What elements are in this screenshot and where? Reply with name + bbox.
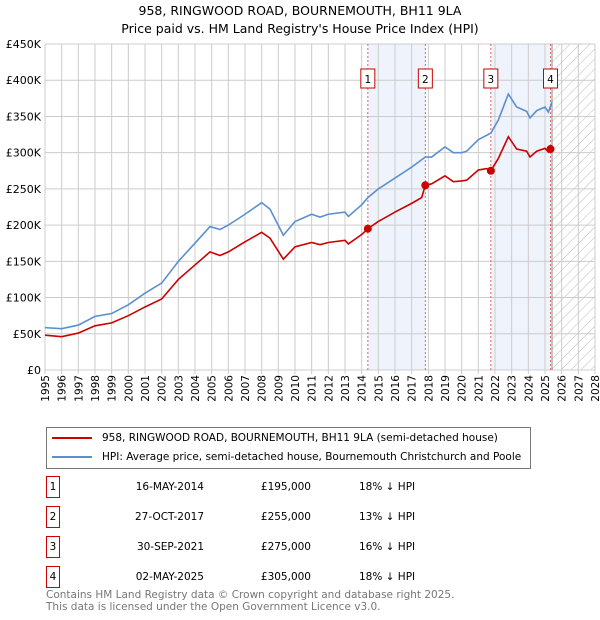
sale-hpi-diff: 16% ↓ HPI bbox=[359, 541, 416, 553]
sale-label-box: 4 bbox=[543, 68, 558, 89]
chart-subtitle: Price paid vs. HM Land Registry's House … bbox=[121, 21, 479, 36]
sale-label-border bbox=[543, 68, 558, 89]
hpi-line bbox=[44, 92, 553, 330]
x-tick-label: 2000 bbox=[123, 375, 135, 402]
sale-label-box: 1 bbox=[360, 68, 376, 89]
shaded-period bbox=[490, 44, 551, 370]
y-tick-label: £0 bbox=[27, 364, 41, 377]
property-price-line bbox=[44, 135, 552, 338]
x-tick-label: 2009 bbox=[273, 375, 285, 402]
x-tick-label: 2015 bbox=[373, 375, 385, 402]
x-tick-label: 1995 bbox=[40, 375, 52, 402]
chart-title: 958, RINGWOOD ROAD, BOURNEMOUTH, BH11 9L… bbox=[138, 3, 462, 18]
sale-label-number: 3 bbox=[487, 74, 494, 86]
x-tick-label: 2025 bbox=[540, 375, 552, 402]
x-tick-label: 2006 bbox=[223, 375, 235, 402]
legend: 958, RINGWOOD ROAD, BOURNEMOUTH, BH11 9L… bbox=[46, 427, 531, 469]
sale-hpi-diff: 13% ↓ HPI bbox=[359, 511, 416, 523]
y-tick-label: £250K bbox=[6, 183, 42, 196]
sale-point bbox=[421, 181, 430, 190]
forecast-hatch bbox=[552, 44, 595, 370]
sale-price: £275,000 bbox=[260, 541, 311, 553]
sale-price: £255,000 bbox=[260, 511, 311, 523]
sale-label-number: 2 bbox=[422, 74, 429, 86]
sale-row: 3 30-SEP-2021 £275,000 16% ↓ HPI bbox=[46, 536, 446, 558]
x-tick-label: 2023 bbox=[507, 375, 519, 402]
x-tick-label: 2018 bbox=[423, 375, 435, 402]
x-tick-label: 1996 bbox=[57, 375, 69, 402]
red-line-swatch bbox=[52, 437, 92, 439]
x-tick-label: 2019 bbox=[440, 375, 452, 402]
x-tick-label: 2005 bbox=[207, 375, 219, 402]
x-tick-label: 2020 bbox=[457, 375, 469, 402]
sale-point bbox=[546, 145, 555, 154]
x-tick-label: 2004 bbox=[190, 375, 202, 402]
sale-number: 3 bbox=[46, 536, 60, 558]
x-tick-label: 2012 bbox=[323, 375, 335, 402]
sale-label-number: 4 bbox=[547, 74, 554, 86]
sale-label-box: 3 bbox=[483, 68, 499, 89]
sale-price: £195,000 bbox=[260, 481, 311, 493]
sale-number: 1 bbox=[46, 476, 60, 498]
x-tick-label: 2001 bbox=[140, 375, 152, 402]
x-tick-label: 2011 bbox=[307, 375, 319, 402]
sale-label-border bbox=[483, 68, 499, 89]
y-tick-label: £400K bbox=[6, 74, 42, 87]
y-tick-label: £150K bbox=[6, 255, 42, 268]
x-tick-label: 2022 bbox=[490, 375, 502, 402]
y-tick-label: £350K bbox=[6, 110, 42, 123]
x-tick-label: 2028 bbox=[590, 375, 600, 402]
x-tick-label: 2027 bbox=[573, 375, 585, 402]
x-tick-label: 2010 bbox=[290, 375, 302, 402]
footer-copyright: Contains HM Land Registry data © Crown c… bbox=[46, 589, 455, 601]
x-tick-label: 2003 bbox=[173, 375, 185, 402]
blue-line-swatch bbox=[52, 456, 92, 458]
sale-point bbox=[363, 224, 372, 233]
sale-hpi-diff: 18% ↓ HPI bbox=[359, 571, 416, 583]
footer-licence: This data is licensed under the Open Gov… bbox=[46, 601, 381, 613]
y-tick-label: £300K bbox=[6, 147, 42, 160]
y-tick-label: £100K bbox=[6, 292, 42, 305]
sale-label-border bbox=[417, 68, 433, 89]
legend-item-hpi: HPI: Average price, semi-detached house,… bbox=[52, 451, 521, 463]
legend-item-property: 958, RINGWOOD ROAD, BOURNEMOUTH, BH11 9L… bbox=[52, 432, 498, 444]
x-tick-label: 2013 bbox=[340, 375, 352, 402]
sale-date: 30-SEP-2021 bbox=[136, 541, 204, 553]
x-tick-label: 2014 bbox=[357, 375, 369, 402]
sale-row: 1 16-MAY-2014 £195,000 18% ↓ HPI bbox=[46, 476, 446, 498]
legend-label: 958, RINGWOOD ROAD, BOURNEMOUTH, BH11 9L… bbox=[102, 432, 498, 444]
sale-label-box: 2 bbox=[417, 68, 433, 89]
x-tick-label: 2016 bbox=[390, 375, 402, 402]
sale-date: 16-MAY-2014 bbox=[135, 481, 204, 493]
x-tick-label: 1998 bbox=[90, 375, 102, 402]
y-tick-label: £200K bbox=[6, 219, 42, 232]
sale-date: 27-OCT-2017 bbox=[135, 511, 204, 523]
x-tick-label: 2024 bbox=[523, 375, 535, 402]
x-tick-label: 2017 bbox=[407, 375, 419, 402]
y-tick-label: £50K bbox=[13, 328, 42, 341]
x-tick-label: 2021 bbox=[473, 375, 485, 402]
x-tick-label: 2007 bbox=[240, 375, 252, 402]
sale-hpi-diff: 18% ↓ HPI bbox=[359, 481, 416, 493]
x-tick-label: 2002 bbox=[157, 375, 169, 402]
sale-label-border bbox=[360, 68, 376, 89]
sale-number: 4 bbox=[46, 566, 60, 588]
x-tick-label: 1997 bbox=[73, 375, 85, 402]
x-tick-label: 2026 bbox=[557, 375, 569, 402]
y-tick-label: £450K bbox=[6, 38, 42, 51]
sale-row: 2 27-OCT-2017 £255,000 13% ↓ HPI bbox=[46, 506, 446, 528]
shaded-period bbox=[367, 44, 426, 370]
price-chart: 1995 1996 1997 1998 1999 2000 2001 2002 2003 2004… bbox=[6, 38, 600, 402]
sale-number: 2 bbox=[46, 506, 60, 528]
x-tick-label: 1999 bbox=[107, 375, 119, 402]
sale-price: £305,000 bbox=[260, 571, 311, 583]
x-tick-label: 2008 bbox=[257, 375, 269, 402]
sale-point bbox=[486, 166, 495, 175]
sale-row: 4 02-MAY-2025 £305,000 18% ↓ HPI bbox=[46, 566, 446, 588]
legend-label: HPI: Average price, semi-detached house,… bbox=[102, 451, 522, 463]
sale-date: 02-MAY-2025 bbox=[135, 571, 204, 583]
sale-label-number: 1 bbox=[364, 74, 371, 86]
